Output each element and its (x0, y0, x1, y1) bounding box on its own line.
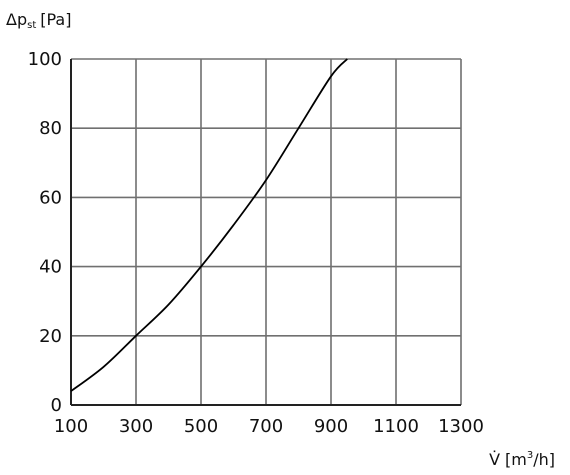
x-axis-label: V̇ [m3/h] (489, 450, 555, 469)
grid (70, 58, 462, 406)
x-tick-label-500: 500 (184, 416, 218, 437)
y-axis-label-unit: [Pa] (40, 10, 71, 29)
x-tick-label-700: 700 (249, 416, 283, 437)
x-tick-label-100: 100 (54, 416, 88, 437)
x-axis-label-unit-open: [m (505, 450, 527, 469)
x-tick-label-1100: 1100 (373, 416, 419, 437)
y-axis-label-prefix: Δp (6, 10, 27, 29)
tick-labels: 100 300 500 700 900 1100 1300 0 20 40 60 80 100 (28, 49, 484, 437)
y-tick-label-60: 60 (39, 187, 62, 208)
x-axis-label-prefix: V̇ (489, 450, 500, 469)
y-axis-label-subscript: st (27, 20, 36, 31)
series-line-0 (70, 58, 348, 392)
y-tick-label-20: 20 (39, 326, 62, 347)
y-axis-label: Δpst [Pa] (6, 10, 71, 31)
y-tick-label-80: 80 (39, 118, 62, 139)
y-tick-label-100: 100 (28, 49, 62, 70)
x-tick-label-900: 900 (314, 416, 348, 437)
y-tick-label-40: 40 (39, 257, 62, 278)
x-axis-label-unit-close: /h] (533, 450, 555, 469)
x-tick-label-1300: 1300 (438, 416, 484, 437)
axes (70, 59, 461, 406)
x-axis-label-unit-sup: 3 (527, 450, 533, 461)
x-tick-label-300: 300 (119, 416, 153, 437)
y-tick-label-0: 0 (51, 395, 62, 416)
series-layer (70, 58, 348, 392)
